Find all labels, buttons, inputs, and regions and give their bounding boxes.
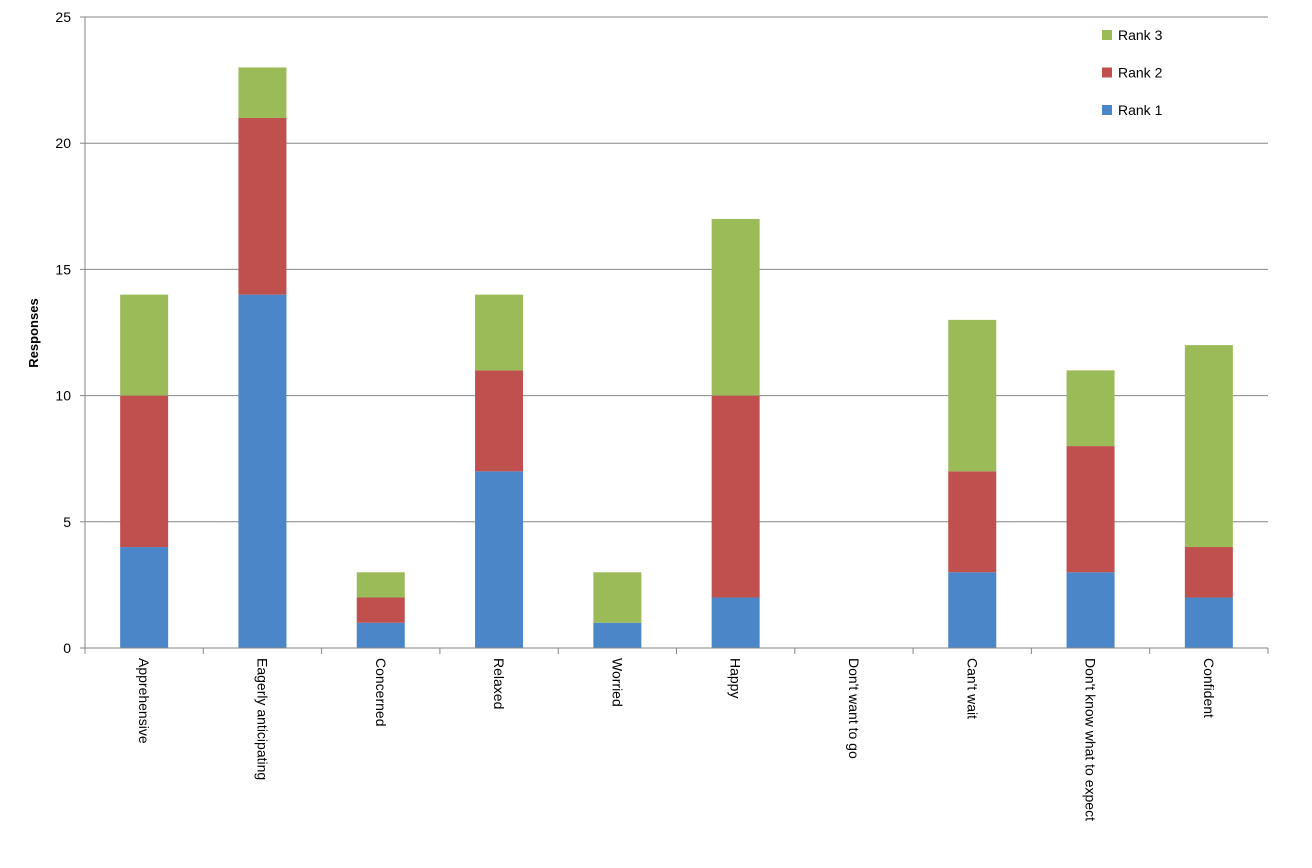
y-tick-label: 0 [63,640,71,656]
bar-rank-2 [1184,547,1233,598]
bar-rank-3 [948,319,997,472]
bar-rank-2 [1066,446,1115,573]
bar-rank-2 [238,117,287,295]
bar-rank-3 [711,218,760,396]
x-tick-label: Don't know what to expect [1083,658,1099,821]
bar-rank-3 [356,572,405,598]
legend-swatch [1102,67,1112,78]
bar-rank-1 [711,597,760,648]
legend-label: Rank 1 [1118,102,1163,118]
y-tick-label: 20 [55,135,71,151]
x-tick-label: Concerned [373,658,389,727]
bar-rank-3 [475,294,524,371]
x-tick-label: Worried [609,658,625,707]
x-tick-label: Confident [1201,658,1217,718]
x-tick-labels: Apprehensive Eagerly anticipating Concerne… [136,658,1217,821]
y-tick-labels: 0 5 10 15 20 25 [55,9,71,656]
legend-swatch [1102,105,1112,115]
y-tick-label: 5 [63,514,71,530]
x-tick-label: Happy [728,658,744,698]
legend-label: Rank 2 [1118,65,1163,81]
bar-rank-3 [120,294,169,396]
y-tick-label: 25 [55,9,71,25]
bar-rank-1 [475,471,524,648]
legend-swatch [1102,30,1112,40]
legend-label: Rank 3 [1118,27,1163,43]
bar-rank-1 [120,547,169,648]
axes [80,16,1269,654]
bar-rank-1 [593,622,642,648]
bar-rank-3 [593,572,642,623]
bar-rank-2 [948,471,997,573]
y-tick-label: 10 [55,388,71,404]
bar-rank-1 [1184,597,1233,648]
bar-rank-2 [356,597,405,623]
y-axis-label: Responses [26,298,41,367]
y-tick-label: 15 [55,261,71,277]
bar-rank-3 [1184,345,1233,548]
x-tick-label: Relaxed [491,658,507,709]
x-tick-label: Don't want to go [846,658,862,759]
bar-rank-1 [356,622,405,648]
x-tick-label: Eagerly anticipating [254,658,270,780]
legend: Rank 3 Rank 2 Rank 1 [1102,27,1163,118]
x-tick-label: Can't wait [964,658,980,719]
bar-rank-2 [711,395,760,598]
bar-rank-3 [238,67,287,118]
bar-rank-3 [1066,370,1115,447]
bar-rank-1 [238,294,287,648]
bar-rank-2 [475,370,524,472]
bars [120,67,1233,648]
x-tick-label: Apprehensive [136,658,152,744]
bar-rank-2 [120,395,169,548]
bar-rank-1 [948,572,997,648]
bar-rank-1 [1066,572,1115,648]
